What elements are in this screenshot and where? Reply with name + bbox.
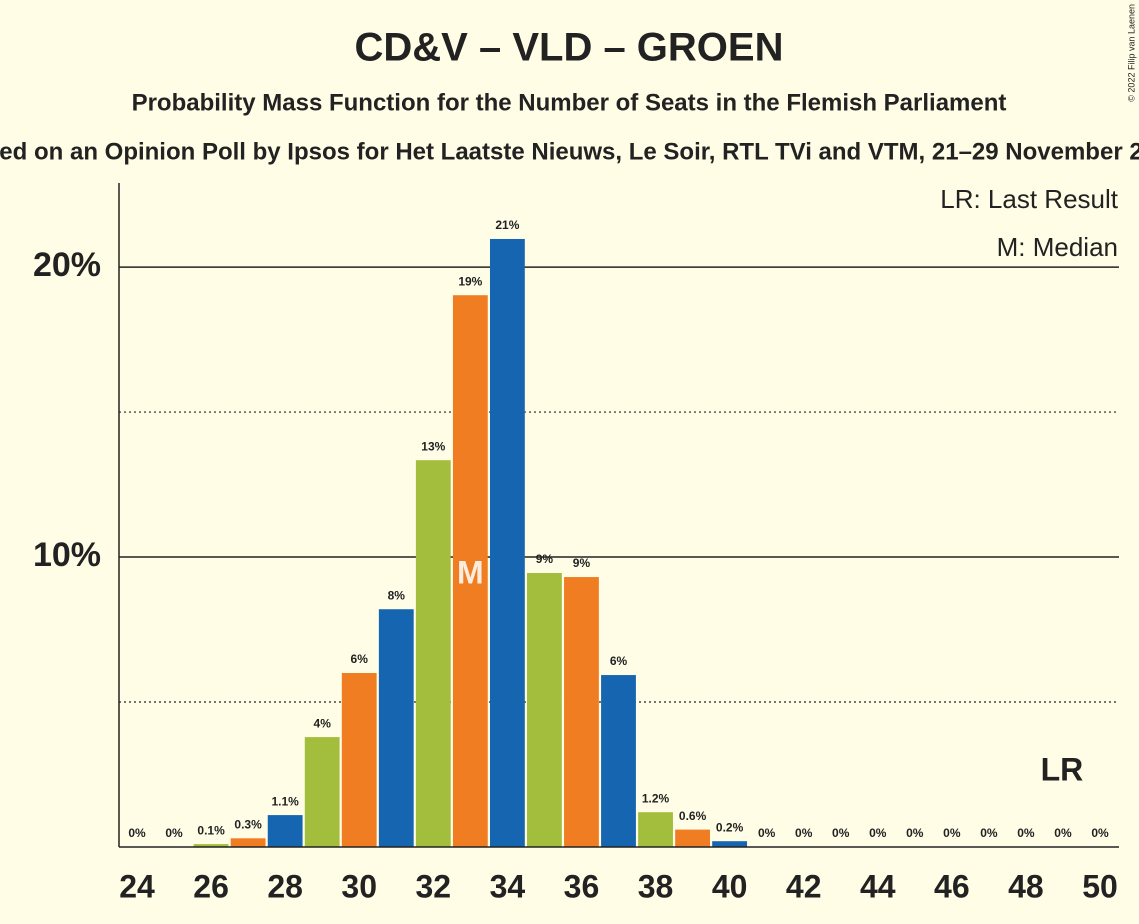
bar: [341, 673, 377, 847]
value-label: 0%: [1091, 826, 1109, 840]
legend-entry: M: Median: [997, 232, 1118, 262]
value-label: 0%: [869, 826, 887, 840]
bar: [452, 295, 488, 847]
value-label: 4%: [314, 716, 332, 730]
x-tick-label: 42: [786, 868, 822, 904]
value-label: 0%: [128, 826, 146, 840]
bar: [230, 838, 266, 847]
x-tick-label: 50: [1082, 868, 1118, 904]
value-label: 21%: [495, 218, 519, 232]
bar: [527, 572, 562, 847]
value-label: 8%: [388, 588, 406, 602]
x-tick-label: 24: [119, 868, 155, 904]
value-label: 0.1%: [197, 823, 225, 837]
x-tick-label: 48: [1008, 868, 1044, 904]
chart-title: CD&V – VLD – GROEN: [355, 26, 784, 70]
x-tick-label: 34: [490, 868, 526, 904]
median-marker: M: [457, 554, 484, 590]
value-label: 0.2%: [716, 820, 744, 834]
chart-subtitle: Based on an Opinion Poll by Ipsos for He…: [0, 138, 1139, 165]
x-tick-label: 26: [193, 868, 229, 904]
value-label: 0.3%: [234, 817, 262, 831]
value-label: 0%: [832, 826, 850, 840]
chart-subtitle: Probability Mass Function for the Number…: [132, 89, 1007, 116]
value-label: 6%: [610, 654, 628, 668]
value-label: 0.6%: [679, 809, 707, 823]
value-label: 6%: [351, 652, 369, 666]
bar: [193, 844, 229, 847]
value-label: 1.1%: [271, 794, 299, 808]
value-label: 13%: [421, 439, 445, 453]
value-label: 0%: [758, 826, 776, 840]
x-tick-label: 30: [341, 868, 377, 904]
x-tick-label: 44: [860, 868, 896, 904]
value-label: 0%: [943, 826, 961, 840]
value-label: 0%: [165, 826, 183, 840]
value-label: 0%: [1017, 826, 1035, 840]
x-tick-label: 32: [416, 868, 452, 904]
copyright: © 2022 Filip van Laenen: [1126, 4, 1136, 102]
y-tick-label: 20%: [33, 246, 101, 284]
bar: [564, 577, 599, 847]
bar: [415, 460, 451, 847]
bar: [638, 812, 673, 847]
value-label: 0%: [1054, 826, 1072, 840]
value-label: 9%: [573, 556, 591, 570]
value-label: 9%: [536, 552, 554, 566]
value-label: 1.2%: [642, 791, 670, 805]
legend-entry: LR: Last Result: [940, 184, 1119, 214]
x-tick-label: 40: [712, 868, 748, 904]
x-tick-label: 46: [934, 868, 970, 904]
bar: [304, 737, 340, 847]
value-label: 0%: [980, 826, 998, 840]
value-label: 0%: [906, 826, 924, 840]
last-result-marker: LR: [1041, 751, 1084, 787]
value-label: 0%: [795, 826, 813, 840]
value-label: 19%: [458, 274, 482, 288]
bar: [267, 815, 303, 847]
x-tick-label: 36: [564, 868, 600, 904]
x-tick-label: 38: [638, 868, 674, 904]
y-tick-label: 10%: [33, 536, 101, 574]
bar: [489, 238, 525, 848]
bar: [378, 609, 414, 847]
bar: [712, 841, 748, 847]
bar: [675, 829, 710, 847]
x-tick-label: 28: [267, 868, 303, 904]
bar: [601, 675, 636, 847]
